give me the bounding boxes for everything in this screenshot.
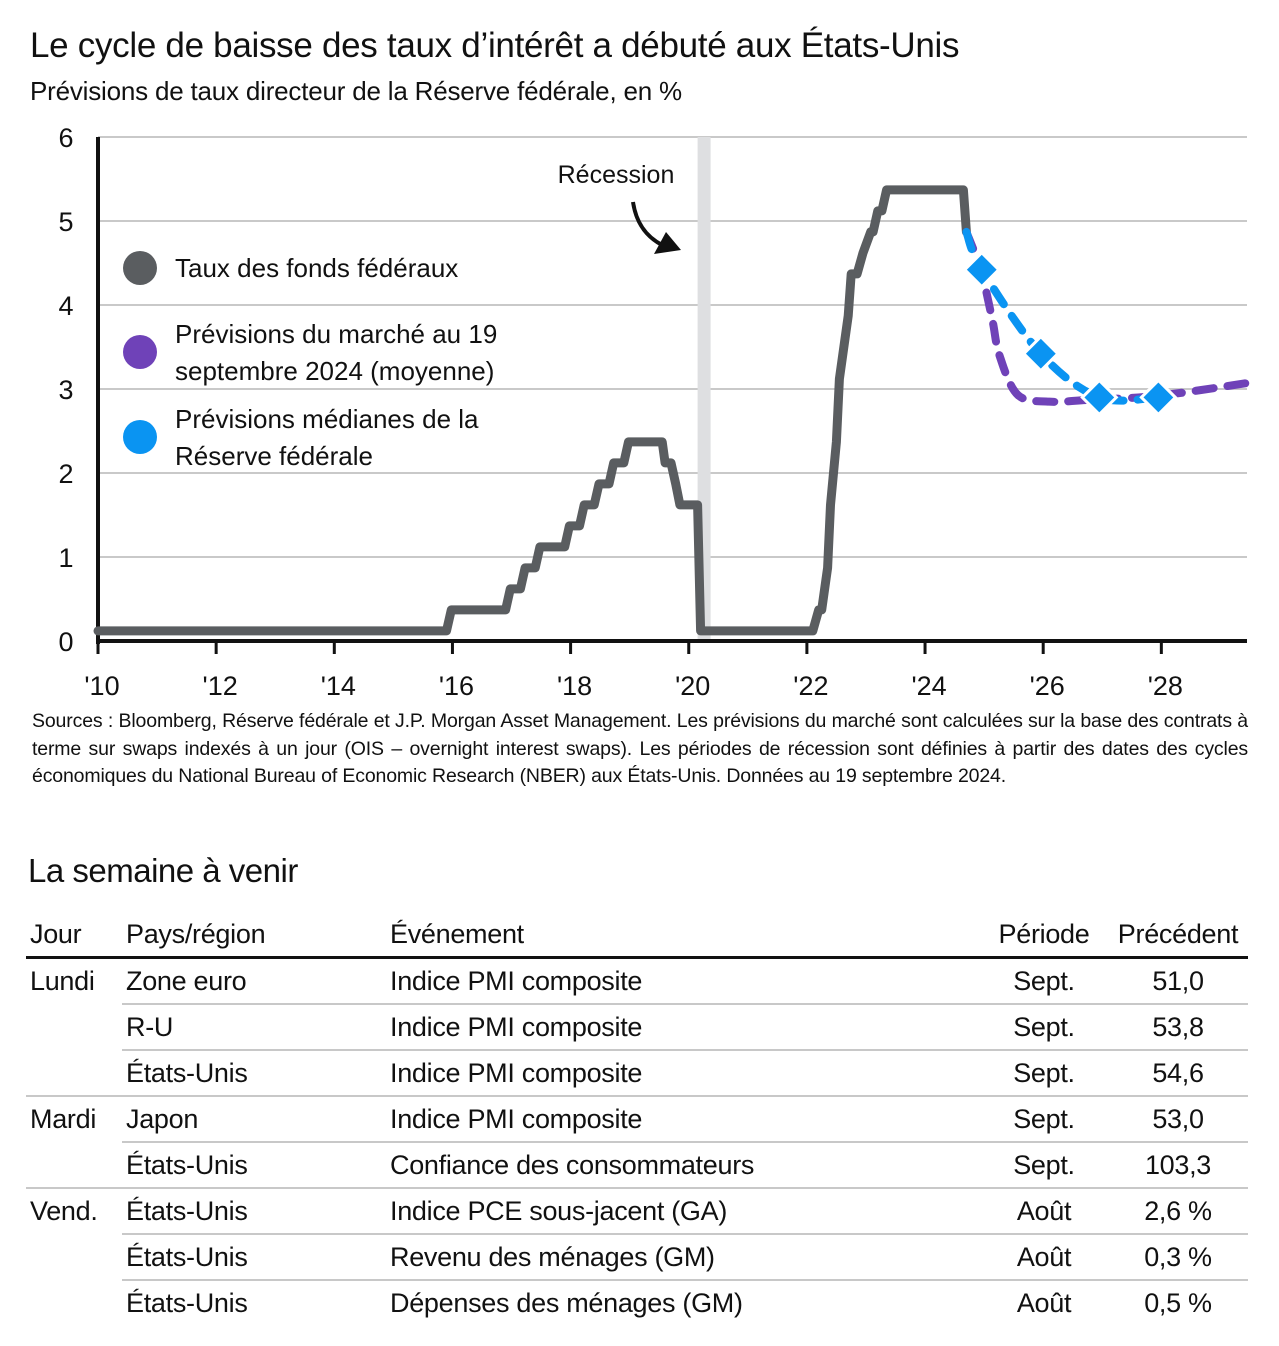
series-fed-funds-line bbox=[93, 185, 971, 636]
previous-cell: 0,5 % bbox=[1104, 1279, 1248, 1325]
fed-median-marker bbox=[1139, 378, 1178, 417]
legend-swatch-icon bbox=[123, 335, 157, 369]
event-cell: Indice PMI composite bbox=[386, 1049, 980, 1096]
x-tick-label: '18 bbox=[557, 671, 592, 701]
event-cell: Dépenses des ménages (GM) bbox=[386, 1279, 980, 1325]
table-row: États-Unis Indice PMI composite Sept. 54,6 bbox=[26, 1049, 1248, 1096]
previous-cell: 103,3 bbox=[1104, 1141, 1248, 1188]
table-row: Lundi Zone euro Indice PMI composite Sept. 5… bbox=[26, 958, 1248, 1005]
previous-cell: 53,8 bbox=[1104, 1003, 1248, 1050]
period-cell: Août bbox=[980, 1279, 1104, 1325]
event-cell: Indice PCE sous-jacent (GA) bbox=[386, 1187, 980, 1234]
country-cell: États-Unis bbox=[122, 1279, 386, 1325]
fed-median-marker bbox=[1080, 378, 1119, 417]
previous-cell: 2,6 % bbox=[1104, 1187, 1248, 1234]
country-cell: États-Unis bbox=[122, 1141, 386, 1188]
x-tick-label: '14 bbox=[321, 671, 356, 701]
y-tick-label: 3 bbox=[58, 375, 73, 405]
legend-label: Réserve fédérale bbox=[175, 441, 373, 471]
table-row: États-Unis Dépenses des ménages (GM) Août 0… bbox=[26, 1279, 1248, 1325]
x-tick-label: '16 bbox=[439, 671, 474, 701]
recession-arrowhead bbox=[654, 232, 681, 254]
x-tick-label: '26 bbox=[1030, 671, 1065, 701]
day-cell bbox=[26, 1004, 122, 1050]
day-cell: Mardi bbox=[26, 1095, 122, 1142]
event-cell: Revenu des ménages (GM) bbox=[386, 1233, 980, 1280]
previous-cell: 51,0 bbox=[1152, 965, 1204, 996]
country-cell: États-Unis bbox=[122, 1187, 386, 1234]
fed-median-marker bbox=[1021, 334, 1060, 373]
country-cell: États-Unis bbox=[122, 1049, 386, 1096]
recession-arrow bbox=[631, 201, 663, 247]
event-cell: Indice PMI composite bbox=[390, 965, 643, 996]
table-row: Mardi Japon Indice PMI composite Sept. 53,0 bbox=[26, 1095, 1248, 1142]
chart-title: Le cycle de baisse des taux d’intérêt a … bbox=[30, 26, 960, 65]
header-country: Pays/région bbox=[122, 912, 386, 959]
y-tick-label: 0 bbox=[58, 627, 73, 657]
series-fed-median-line bbox=[962, 227, 1163, 405]
legend-label: Prévisions du marché au 19 bbox=[175, 319, 497, 349]
previous-cell: 54,6 bbox=[1104, 1049, 1248, 1096]
header-period: Période bbox=[980, 912, 1104, 959]
x-tick-label: '12 bbox=[203, 671, 238, 701]
legend-swatch-icon bbox=[123, 251, 157, 285]
fed-median-marker bbox=[962, 250, 1001, 289]
x-tick-label: '20 bbox=[675, 671, 710, 701]
legend-swatch-icon bbox=[123, 420, 157, 454]
period-cell: Sept. bbox=[980, 1003, 1104, 1050]
y-tick-label: 1 bbox=[58, 543, 73, 573]
x-tick-label: '10 bbox=[84, 671, 119, 701]
x-tick-label: '24 bbox=[911, 671, 946, 701]
y-tick-label: 2 bbox=[58, 459, 73, 489]
period-cell: Sept. bbox=[980, 1049, 1104, 1096]
day-cell bbox=[26, 1050, 122, 1096]
sources-note: Sources : Bloomberg, Réserve fédérale et… bbox=[32, 710, 1248, 787]
day-cell: Lundi bbox=[30, 966, 95, 996]
events-body: Lundi Zone euro Indice PMI composite Sept. 5… bbox=[26, 958, 1248, 1325]
period-cell: Sept. bbox=[980, 1141, 1104, 1188]
table-row: R-U Indice PMI composite Sept. 53,8 bbox=[26, 1003, 1248, 1050]
table-row: États-Unis Revenu des ménages (GM) Août 0,3… bbox=[26, 1233, 1248, 1280]
week-ahead-title: La semaine à venir bbox=[28, 852, 298, 889]
header-previous: Précédent bbox=[1104, 912, 1248, 959]
previous-cell: 53,0 bbox=[1104, 1095, 1248, 1142]
legend-label: Prévisions médianes de la bbox=[175, 404, 479, 434]
country-cell: États-Unis bbox=[122, 1233, 386, 1280]
day-cell bbox=[26, 1280, 122, 1325]
y-tick-label: 5 bbox=[58, 207, 73, 237]
header-day: Jour bbox=[26, 912, 122, 959]
events-table: Jour Pays/région Événement Période Précé… bbox=[26, 912, 1248, 1325]
table-row: États-Unis Confiance des consommateurs Sep… bbox=[26, 1141, 1248, 1188]
event-cell: Indice PMI composite bbox=[386, 1003, 980, 1050]
country-cell: Zone euro bbox=[126, 965, 247, 996]
day-cell bbox=[26, 1234, 122, 1280]
period-cell: Août bbox=[980, 1187, 1104, 1234]
x-tick-label: '28 bbox=[1148, 671, 1183, 701]
y-tick-label: 4 bbox=[58, 291, 73, 321]
table-row: Vend. États-Unis Indice PCE sous-jacent (G… bbox=[26, 1187, 1248, 1234]
legend-label: Taux des fonds fédéraux bbox=[175, 253, 458, 283]
period-cell: Sept. bbox=[1013, 965, 1075, 996]
table-header-row: Jour Pays/région Événement Période Précé… bbox=[26, 912, 1248, 959]
x-tick-label: '22 bbox=[793, 671, 828, 701]
period-cell: Sept. bbox=[980, 1095, 1104, 1142]
legend-label: septembre 2024 (moyenne) bbox=[175, 356, 494, 386]
rate-chart: 0 1 2 3 4 5 6 Récession '10 '12 '14 '16 '18 '20 '22 '24… bbox=[58, 123, 1251, 701]
event-cell: Indice PMI composite bbox=[386, 1095, 980, 1142]
recession-label: Récession bbox=[558, 161, 675, 189]
day-cell: Vend. bbox=[26, 1187, 122, 1234]
country-cell: Japon bbox=[122, 1095, 386, 1142]
event-cell: Confiance des consommateurs bbox=[386, 1141, 980, 1188]
y-tick-label: 6 bbox=[58, 123, 73, 153]
header-event: Événement bbox=[386, 912, 980, 959]
country-cell: R-U bbox=[122, 1003, 386, 1050]
period-cell: Août bbox=[980, 1233, 1104, 1280]
previous-cell: 0,3 % bbox=[1104, 1233, 1248, 1280]
chart-subtitle: Prévisions de taux directeur de la Réser… bbox=[30, 76, 682, 106]
day-cell bbox=[26, 1142, 122, 1188]
